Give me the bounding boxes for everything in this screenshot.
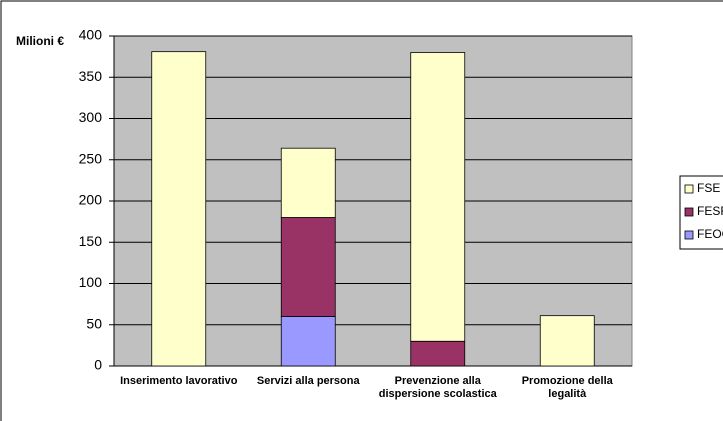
bar-segment [280, 316, 336, 367]
y-tick-label: 150 [79, 233, 103, 249]
y-tick-label: 350 [79, 68, 103, 84]
legend-label: FEOGA [697, 227, 723, 241]
bar-segment [410, 340, 466, 367]
bar-segment [151, 51, 207, 367]
y-tick-label: 400 [79, 27, 103, 43]
y-tick-label: 250 [79, 150, 103, 166]
x-tick-label: Servizi alla persona [256, 375, 360, 387]
legend-swatch [684, 230, 694, 240]
y-tick-label: 0 [94, 357, 102, 373]
bar-segment [539, 315, 595, 367]
bar-segment [410, 52, 466, 342]
y-tick-label: 300 [79, 109, 103, 125]
x-tick-label: Promozione della legalità [521, 375, 613, 400]
y-tick-label: 200 [79, 192, 103, 208]
y-tick-label: 100 [79, 274, 103, 290]
bar-segment [280, 217, 336, 317]
legend-swatch [684, 207, 694, 217]
legend-label: FESR [697, 204, 723, 218]
bar-segment [280, 147, 336, 218]
x-tick-label: Inserimento lavorativo [120, 375, 238, 387]
x-tick-label: Prevenzione alla dispersione scolastica [378, 375, 497, 400]
legend-swatch [684, 184, 694, 194]
legend-label: FSE [697, 181, 720, 195]
y-axis-label: Milioni € [16, 34, 64, 48]
y-tick-label: 50 [86, 315, 102, 331]
